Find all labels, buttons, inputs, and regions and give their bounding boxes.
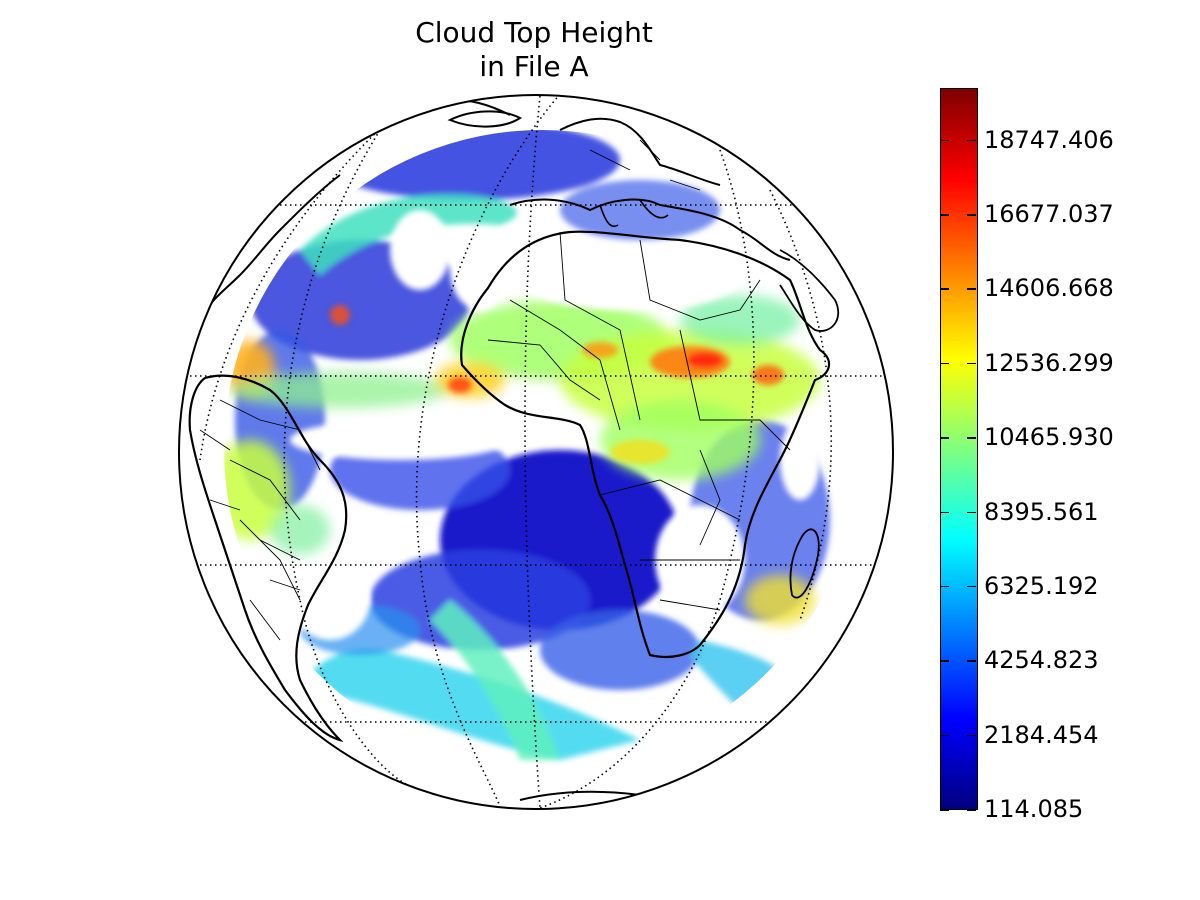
- colorbar-tick-mark: [967, 809, 976, 811]
- coastlines: [188, 98, 840, 801]
- title-line-1: Cloud Top Height: [415, 16, 653, 49]
- colorbar-tick-mark: [940, 660, 949, 662]
- colorbar-tick-mark: [940, 734, 949, 737]
- colorbar-tick-mark: [967, 139, 976, 142]
- map-title: Cloud Top Height in File A: [334, 16, 734, 84]
- colorbar-tick-mark: [967, 585, 976, 588]
- colorbar-tick-label: 6325.192: [984, 571, 1099, 600]
- colorbar-tick-label: 4254.823: [984, 646, 1099, 675]
- title-line-2: in File A: [479, 50, 589, 83]
- colorbar-tick-mark: [967, 660, 976, 662]
- colorbar-tick-mark: [940, 362, 949, 365]
- colorbar-tick-mark: [967, 214, 976, 216]
- colorbar-tick-mark: [940, 585, 949, 588]
- colorbar-tick-mark: [940, 511, 949, 514]
- country-borders: [199, 139, 791, 641]
- colorbar-tick-label: 14606.668: [984, 274, 1114, 303]
- colorbar-tick-mark: [940, 214, 949, 216]
- colorbar-tick-label: 8395.561: [984, 497, 1099, 526]
- colorbar-tick-mark: [967, 437, 976, 439]
- colorbar-tick-mark: [967, 734, 976, 737]
- colorbar-tick-mark: [967, 511, 976, 514]
- colorbar-tick-label: 12536.299: [984, 348, 1114, 377]
- globe-limb: [178, 94, 894, 810]
- colorbar-tick-label: 18747.406: [984, 125, 1114, 154]
- colorbar-tick-label: 2184.454: [984, 720, 1099, 749]
- colorbar-tick-mark: [940, 809, 949, 811]
- colorbar-tick-mark: [940, 437, 949, 439]
- colorbar: [940, 88, 978, 810]
- colorbar-tick-mark: [967, 362, 976, 365]
- colorbar-tick-mark: [967, 288, 976, 290]
- colorbar-tick-mark: [940, 288, 949, 290]
- colorbar-tick-mark: [940, 139, 949, 142]
- colorbar-tick-label: 16677.037: [984, 200, 1114, 229]
- colorbar-tick-label: 114.085: [984, 795, 1084, 823]
- colorbar-tick-label: 10465.930: [984, 423, 1114, 452]
